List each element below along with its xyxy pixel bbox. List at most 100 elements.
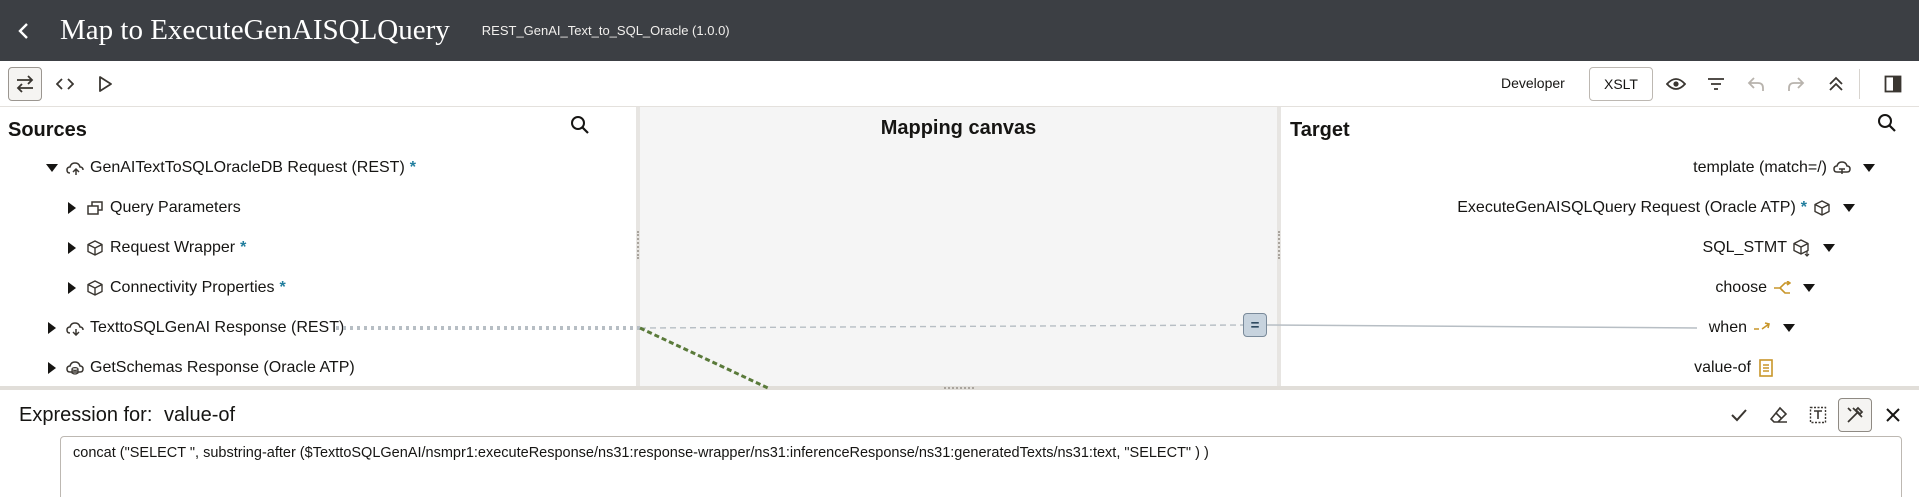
required-marker: * [409,159,417,176]
toolbar-divider [1859,69,1860,99]
target-panel: Target template (match=/) ExecuteGenAISQ… [1281,107,1919,389]
splitter-grip [637,231,639,259]
undo-icon [1747,77,1764,91]
cube-icon [86,239,104,257]
expression-editor[interactable]: concat ("SELECT ", substring-after ($Tex… [60,436,1902,497]
target-item-when[interactable]: when [1709,315,1797,341]
tree-item-texttosql-response[interactable]: TexttoSQLGenAI Response (REST) [44,315,344,341]
target-item-label: when [1708,319,1747,336]
query-parameters-icon [86,199,104,217]
function-node[interactable]: = [1243,313,1267,337]
tree-item-label: GetSchemas Response (Oracle ATP) [90,359,355,376]
undo-button[interactable] [1739,67,1773,101]
tree-item-getschemas-response[interactable]: GetSchemas Response (Oracle ATP) [44,355,355,381]
toggle-panel-button[interactable] [1876,67,1910,101]
equals-icon: = [1250,316,1260,334]
search-icon [1878,114,1896,132]
caret-right-icon[interactable] [44,360,60,376]
caret-down-icon[interactable] [1801,280,1817,296]
text-box-icon [1809,406,1827,424]
filter-icon [1708,78,1724,90]
double-chevron-up-icon [1829,76,1843,91]
caret-right-icon[interactable] [44,320,60,336]
canvas-target-splitter[interactable] [1277,107,1281,389]
required-marker: * [279,279,286,296]
close-expression-button[interactable] [1876,398,1910,432]
tree-item-label: TexttoSQLGenAI Response (REST) [90,319,345,336]
xslt-button[interactable]: XSLT [1589,67,1653,101]
target-item-execute-request[interactable]: ExecuteGenAISQLQuery Request (Oracle ATP… [1457,195,1857,221]
target-item-template[interactable]: template (match=/) [1693,155,1877,181]
tree-item-request-wrapper[interactable]: Request Wrapper * [64,235,246,261]
developer-mode-label[interactable]: Developer [1501,75,1565,91]
splitter-grip [1278,231,1280,259]
expression-node-name: value-of [163,404,236,426]
test-button[interactable] [88,67,122,101]
canvas-title: Mapping canvas [880,117,1037,139]
code-view-button[interactable] [48,67,82,101]
redo-icon [1788,77,1805,91]
sources-title: Sources [8,119,87,141]
close-icon [1886,408,1900,422]
chevron-left-icon [18,22,28,39]
view-button[interactable] [1659,67,1693,101]
search-icon [571,116,589,134]
back-button[interactable] [0,0,48,61]
mapping-canvas[interactable]: Mapping canvas [640,107,1277,389]
sources-search-button[interactable] [567,112,593,138]
tree-item-query-parameters[interactable]: Query Parameters [64,195,241,221]
eraser-icon [1770,406,1788,423]
caret-right-icon[interactable] [64,240,80,256]
cube-download-icon [1793,239,1811,257]
cube-icon [86,279,104,297]
page-title: Map to ExecuteGenAISQLQuery [60,14,450,46]
page-header: Map to ExecuteGenAISQLQuery REST_GenAI_T… [0,0,1919,61]
target-search-button[interactable] [1874,110,1900,136]
sources-panel: Sources GenAITextToSQLOracleDB Request (… [0,107,636,389]
caret-down-icon[interactable] [1781,320,1797,336]
tree-item-label: Connectivity Properties [110,279,275,296]
text-format-button[interactable] [1801,398,1835,432]
expression-splitter[interactable] [0,386,1919,390]
integration-name: REST_GenAI_Text_to_SQL_Oracle (1.0.0) [481,23,730,38]
expression-panel: Expression for: value-of concat ("SELECT… [0,390,1919,497]
tree-item-genai-request[interactable]: GenAITextToSQLOracleDB Request (REST) * [44,155,416,181]
caret-right-icon[interactable] [64,200,80,216]
target-item-choose[interactable]: choose [1715,275,1817,301]
rest-trigger-icon [66,159,84,177]
mapping-view-button[interactable] [8,67,42,101]
splitter-grip [944,387,974,389]
filter-button[interactable] [1699,67,1733,101]
cube-icon [1813,199,1831,217]
caret-right-icon[interactable] [64,280,80,296]
tree-item-connectivity-properties[interactable]: Connectivity Properties * [64,275,286,301]
caret-down-icon[interactable] [1861,160,1877,176]
sources-canvas-splitter[interactable] [636,107,640,389]
expression-label-text: Expression for: [19,404,153,426]
choose-icon [1773,279,1791,297]
target-item-value-of[interactable]: value-of [1694,355,1775,381]
apply-expression-button[interactable] [1722,398,1756,432]
target-item-label: template (match=/) [1693,159,1827,176]
redo-button[interactable] [1779,67,1813,101]
caret-down-icon[interactable] [1821,240,1837,256]
target-item-label: value-of [1694,359,1751,376]
toolbar: Developer XSLT [0,61,1919,107]
caret-down-icon[interactable] [1841,200,1857,216]
target-title: Target [1290,119,1350,141]
template-icon [1833,159,1851,177]
collapse-all-button[interactable] [1819,67,1853,101]
caret-down-icon[interactable] [44,160,60,176]
required-marker: * [240,239,247,256]
checkmark-icon [1731,409,1747,422]
eye-icon [1666,78,1686,90]
target-item-sql-stmt[interactable]: SQL_STMT [1703,235,1837,261]
target-item-label: choose [1715,279,1767,296]
tree-item-label: Request Wrapper [110,239,236,256]
database-icon [66,359,84,377]
required-marker: * [1800,199,1807,216]
clear-expression-button[interactable] [1762,398,1796,432]
rest-invoke-icon [66,319,84,337]
target-item-label: ExecuteGenAISQLQuery Request (Oracle ATP… [1457,199,1796,216]
expression-tools-button[interactable] [1838,398,1872,432]
